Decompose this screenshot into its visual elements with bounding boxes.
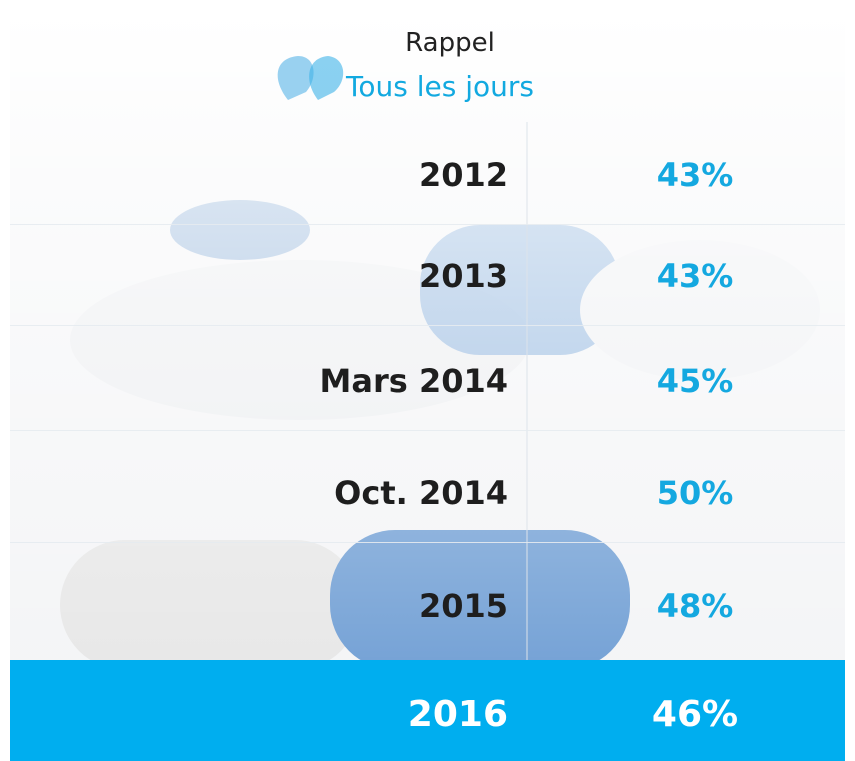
row-label: 2015: [418, 587, 508, 625]
row-value: 43%: [656, 257, 734, 295]
row-divider: [10, 542, 845, 543]
row-label: 2013: [418, 257, 508, 295]
row-label: Mars 2014: [319, 362, 508, 400]
row-label: 2016: [407, 694, 508, 735]
row-label: 2012: [418, 156, 508, 194]
title: Rappel: [405, 28, 495, 58]
row-divider: [10, 430, 845, 431]
row-divider: [10, 325, 845, 326]
row-value: 45%: [656, 362, 734, 400]
row-divider: [10, 224, 845, 225]
subtitle: Tous les jours: [346, 70, 534, 103]
highlight-row: 2016 46%: [10, 660, 845, 761]
row-value: 46%: [651, 694, 739, 735]
row-value: 43%: [656, 156, 734, 194]
row-value: 50%: [656, 474, 734, 512]
row-label: Oct. 2014: [334, 474, 508, 512]
row-value: 48%: [656, 587, 734, 625]
